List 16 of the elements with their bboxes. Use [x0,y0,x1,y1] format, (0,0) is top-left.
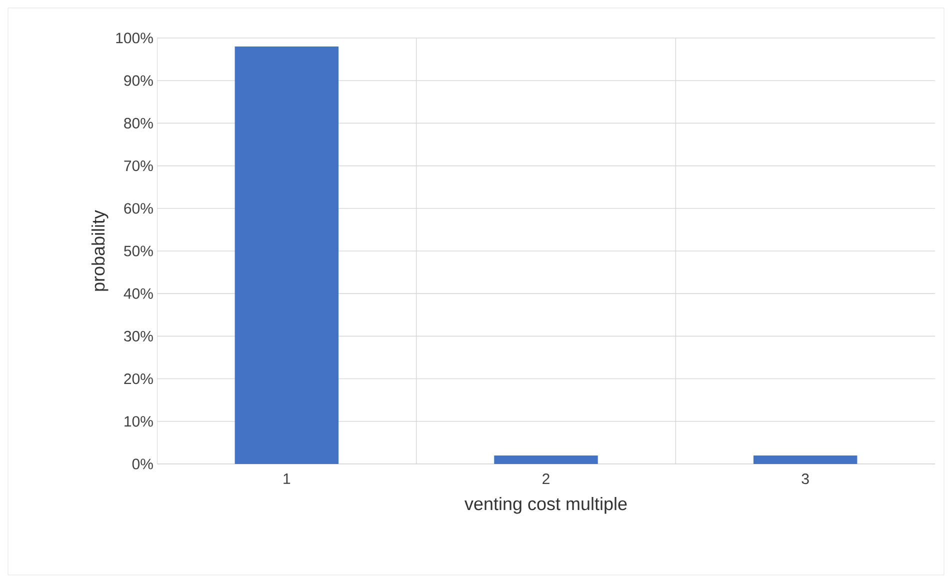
y-tick-label: 30% [124,330,153,342]
y-tick-label: 10% [124,416,153,427]
x-tick-label: 1 [284,474,290,484]
y-axis-title: probability [91,210,108,291]
x-tick-label: 2 [542,474,550,484]
y-tick-label: 70% [124,160,153,172]
y-tick-label: 40% [124,288,153,299]
y-tick-label: 60% [124,203,153,214]
y-tick-label: 50% [124,246,153,256]
y-tick-label: 90% [124,75,153,86]
x-tick-label: 3 [802,474,809,484]
y-tick-label: 80% [124,118,153,128]
x-axis-title: venting cost multiple [464,497,627,514]
y-tick-label: 0% [132,458,153,470]
y-tick-label: 100% [116,32,153,44]
y-tick-label: 20% [124,373,153,384]
